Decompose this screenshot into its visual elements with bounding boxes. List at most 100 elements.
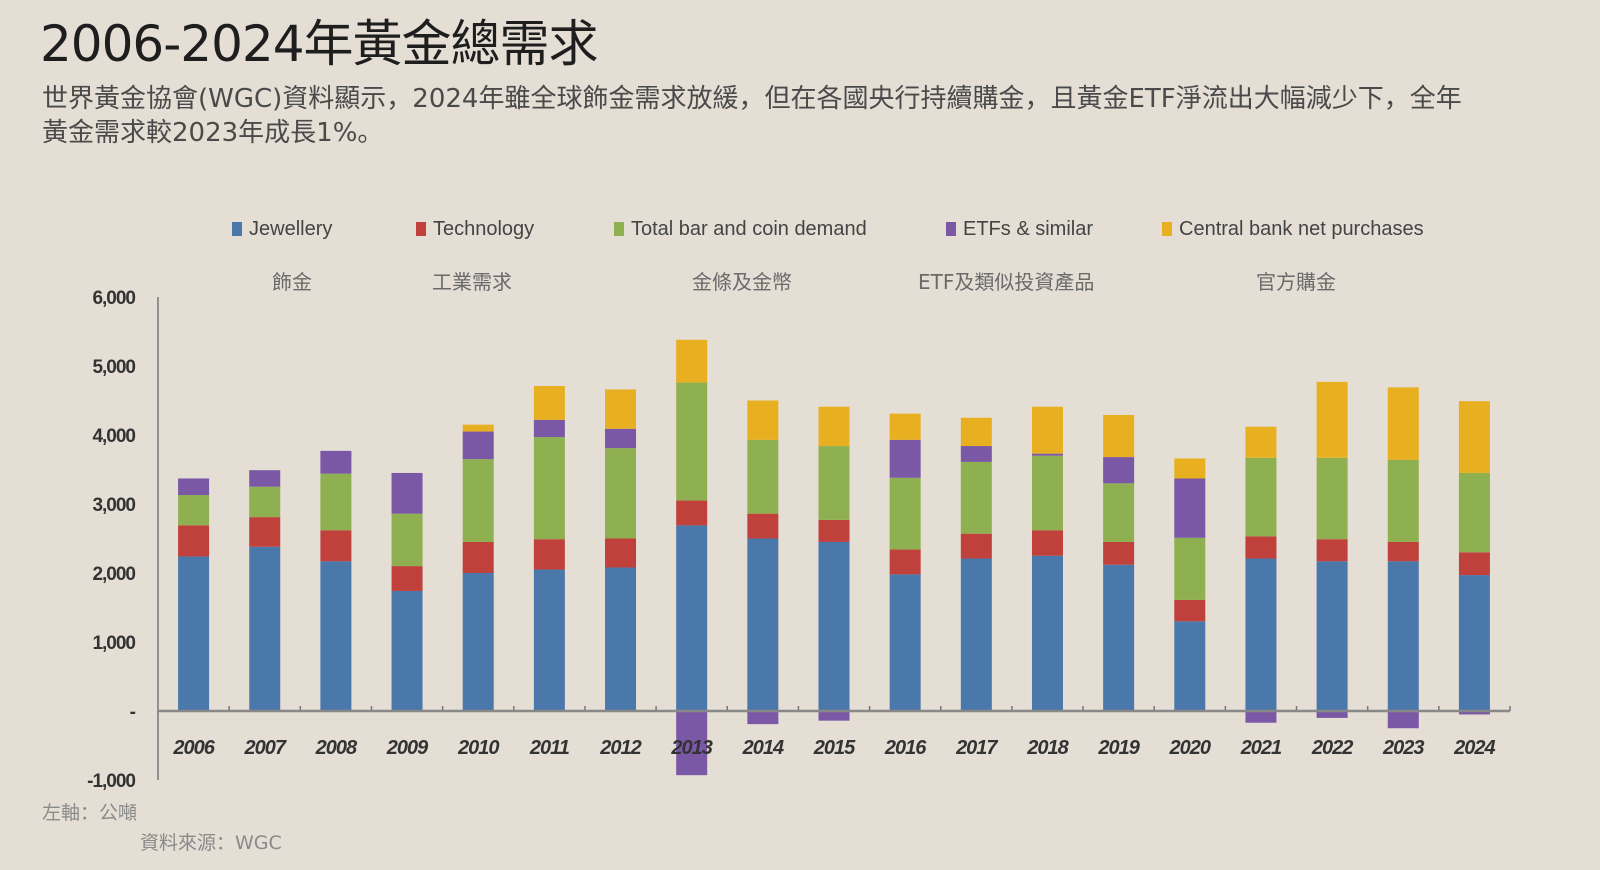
bar-segment-technology	[747, 513, 779, 539]
legend-item-technology: Technology	[416, 218, 534, 241]
x-tick-label: 2017	[955, 737, 998, 759]
x-tick-label: 2015	[813, 737, 856, 759]
bar-segment-technology	[605, 538, 637, 568]
bar-segment-total-bar-and-coin-demand	[1031, 455, 1063, 531]
bar-segment-technology	[1174, 599, 1206, 622]
bar-segment-jewellery	[960, 558, 992, 711]
bar-segment-central-bank-net-purchases	[1458, 401, 1490, 473]
bar-segment-total-bar-and-coin-demand	[1458, 472, 1490, 553]
y-tick-label: 3,000	[92, 495, 135, 516]
bar-segment-jewellery	[1245, 558, 1277, 711]
bar-segment-technology	[960, 533, 992, 559]
bar-segment-jewellery	[1387, 561, 1419, 711]
legend-label: Technology	[433, 218, 535, 240]
bar-segment-technology	[249, 517, 281, 547]
bar-segment-etfs-similar	[1174, 478, 1206, 538]
bar-segment-total-bar-and-coin-demand	[676, 382, 708, 501]
page-title: 2006-2024年黃金總需求	[40, 15, 599, 73]
bar-segment-total-bar-and-coin-demand	[960, 461, 992, 534]
bar-segment-etfs-similar	[1387, 711, 1419, 729]
bar-segment-central-bank-net-purchases	[676, 339, 708, 383]
bar-segment-jewellery	[1458, 575, 1490, 711]
y-tick-label: -	[130, 702, 136, 723]
legend-item-etfs: ETFs & similar	[946, 218, 1093, 241]
bar-segment-etfs-similar	[960, 446, 992, 462]
bar-segment-etfs-similar	[1031, 453, 1063, 456]
source-note: 資料來源：WGC	[140, 832, 282, 854]
bar-segment-jewellery	[605, 567, 637, 711]
legend-label: Total bar and coin demand	[631, 218, 867, 240]
x-tick-label: 2011	[529, 737, 570, 759]
bar-segment-technology	[1031, 530, 1063, 556]
x-tick-label: 2010	[457, 737, 499, 759]
bar-segment-jewellery	[889, 574, 921, 711]
bar-segment-total-bar-and-coin-demand	[533, 437, 565, 540]
bar-segment-total-bar-and-coin-demand	[1103, 483, 1135, 542]
legend-label: Central bank net purchases	[1179, 218, 1424, 240]
bar-segment-jewellery	[178, 556, 210, 711]
bar-segment-etfs-similar	[889, 439, 921, 478]
chart-legend: Jewellery Technology Total bar and coin …	[0, 218, 1600, 294]
bar-segment-jewellery	[1103, 564, 1135, 711]
legend-swatch	[614, 222, 624, 236]
legend-item-central-bank: Central bank net purchases	[1162, 218, 1424, 241]
legend-zh-technology: 工業需求	[432, 270, 512, 294]
bar-segment-etfs-similar	[249, 470, 281, 487]
bar-segment-central-bank-net-purchases	[1031, 406, 1063, 454]
legend-item-jewellery: Jewellery	[232, 218, 332, 241]
bar-segment-etfs-similar	[605, 428, 637, 449]
bar-segment-jewellery	[747, 538, 779, 711]
bar-segment-central-bank-net-purchases	[818, 406, 850, 447]
bar-segment-technology	[818, 519, 850, 542]
bar-segment-central-bank-net-purchases	[747, 400, 779, 440]
unit-note: 左軸：公噸	[42, 802, 138, 824]
bar-segment-total-bar-and-coin-demand	[391, 513, 423, 567]
bar-segment-total-bar-and-coin-demand	[1387, 459, 1419, 542]
y-tick-label: 1,000	[92, 633, 135, 654]
bar-segment-technology	[1458, 552, 1490, 576]
bar-segment-technology	[1245, 536, 1277, 559]
bar-segment-central-bank-net-purchases	[1174, 458, 1206, 479]
x-tick-label: 2019	[1097, 737, 1140, 759]
x-tick-label: 2014	[742, 737, 784, 759]
bar-segment-etfs-similar	[1245, 711, 1277, 723]
bar-segment-technology	[533, 539, 565, 570]
bar-segment-etfs-similar	[1316, 711, 1348, 718]
bar-segment-central-bank-net-purchases	[1387, 387, 1419, 460]
bar-segment-jewellery	[391, 590, 423, 711]
bar-segment-central-bank-net-purchases	[1103, 414, 1135, 458]
legend-swatch	[1162, 222, 1172, 236]
bar-segment-technology	[1387, 541, 1419, 562]
bar-segment-jewellery	[1031, 555, 1063, 711]
legend-zh-etfs: ETF及類似投資產品	[918, 270, 1095, 294]
bar-segment-etfs-similar	[462, 431, 494, 460]
bar-segment-technology	[391, 566, 423, 591]
bar-segment-total-bar-and-coin-demand	[178, 495, 210, 526]
x-tick-label: 2016	[884, 737, 927, 759]
legend-item-bar-coin: Total bar and coin demand	[614, 218, 867, 241]
bar-segment-central-bank-net-purchases	[1245, 426, 1277, 458]
bar-segment-total-bar-and-coin-demand	[320, 473, 352, 531]
x-tick-label: 2020	[1169, 737, 1211, 759]
bar-segment-central-bank-net-purchases	[889, 413, 921, 440]
bar-segment-jewellery	[676, 525, 708, 711]
bar-segment-technology	[1316, 539, 1348, 562]
legend-swatch	[946, 222, 956, 236]
y-tick-label: 2,000	[92, 564, 135, 585]
bar-segment-jewellery	[249, 546, 281, 711]
bar-segment-technology	[320, 530, 352, 562]
x-tick-label: 2023	[1382, 737, 1424, 759]
bar-segment-jewellery	[462, 573, 494, 711]
bar-segment-etfs-similar	[818, 711, 850, 721]
bar-segment-technology	[1103, 541, 1135, 565]
x-tick-label: 2018	[1026, 737, 1069, 759]
y-tick-label: 6,000	[92, 288, 135, 309]
bar-segment-technology	[462, 541, 494, 573]
bar-segment-technology	[178, 525, 210, 557]
x-tick-label: 2021	[1240, 737, 1282, 759]
bar-segment-total-bar-and-coin-demand	[1245, 457, 1277, 537]
bar-segment-etfs-similar	[178, 478, 210, 496]
y-tick-label: -1,000	[87, 771, 135, 792]
legend-swatch	[416, 222, 426, 236]
